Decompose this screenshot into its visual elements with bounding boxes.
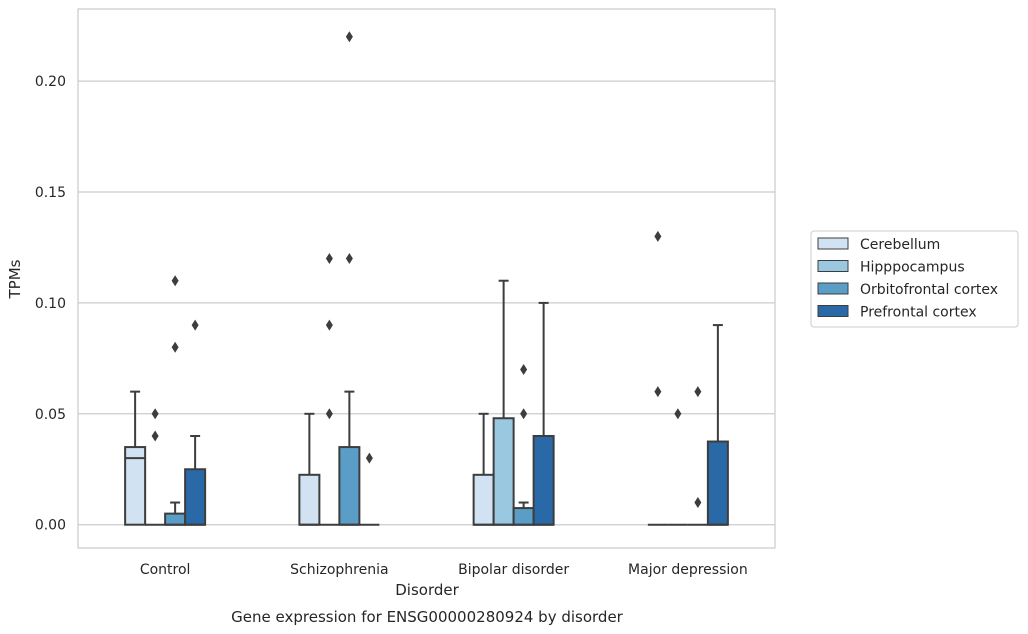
outlier-point	[674, 408, 682, 420]
box	[298, 473, 321, 526]
outlier-point	[694, 386, 702, 398]
box-prefrontal-cortex	[184, 319, 207, 526]
outlier-point	[520, 363, 528, 375]
box-hipppocampus	[145, 408, 166, 526]
box	[338, 446, 361, 526]
y-tick-labels: 0.00 0.05 0.10 0.15 0.20	[35, 74, 66, 534]
box	[164, 512, 187, 526]
y-axis-label: TPMs	[6, 259, 24, 299]
box-prefrontal-cortex	[359, 452, 380, 526]
legend-swatch	[817, 237, 849, 250]
legend-label: Orbitofrontal cortex	[860, 282, 998, 298]
outlier-point	[171, 341, 179, 353]
outlier-point	[694, 497, 702, 509]
box	[124, 446, 147, 526]
box-orbitofrontal-cortex	[512, 363, 535, 526]
y-tick-label: 0.20	[35, 74, 66, 90]
box-hipppocampus	[319, 253, 340, 526]
outlier-point	[151, 408, 159, 420]
y-tick-label: 0.15	[35, 185, 66, 201]
legend-swatch	[817, 305, 849, 317]
outlier-point	[345, 253, 353, 265]
x-tick-label: Control	[140, 562, 191, 578]
outlier-point	[654, 230, 662, 242]
outlier-point	[151, 430, 159, 442]
outlier-point	[365, 452, 373, 464]
outlier-point	[325, 408, 333, 420]
legend-label: Hipppocampus	[860, 260, 965, 276]
box-prefrontal-cortex	[706, 324, 729, 526]
legend-label: Prefrontal cortex	[860, 305, 977, 321]
box-cerebellum	[647, 230, 668, 526]
grid-lines	[78, 80, 775, 526]
outlier-point	[325, 319, 333, 331]
box-orbitofrontal-cortex	[338, 31, 361, 526]
x-tick-label: Schizophrenia	[290, 562, 388, 578]
outlier-point	[171, 275, 179, 287]
box	[472, 473, 495, 526]
y-tick-label: 0.00	[35, 518, 66, 534]
outlier-point	[325, 253, 333, 265]
box	[184, 468, 207, 526]
box-orbitofrontal-cortex	[687, 386, 708, 526]
box	[706, 440, 729, 526]
box-hipppocampus	[667, 408, 688, 526]
box-cerebellum	[124, 390, 147, 526]
box-orbitofrontal-cortex	[164, 275, 187, 526]
plot-frame	[77, 8, 776, 549]
box	[532, 434, 555, 526]
y-tick-label: 0.05	[35, 407, 66, 423]
plot-boxes	[124, 31, 729, 526]
box-prefrontal-cortex	[532, 301, 555, 526]
legend-swatch	[817, 260, 849, 272]
x-tick-label: Major depression	[628, 562, 748, 578]
x-tick-label: Bipolar disorder	[458, 562, 569, 578]
x-axis-label: Disorder	[395, 581, 459, 599]
y-tick-label: 0.10	[35, 296, 66, 312]
box-cerebellum	[298, 412, 321, 526]
legend: Cerebellum Hipppocampus Orbitofrontal cort…	[810, 230, 1019, 328]
legend-swatch	[817, 282, 849, 295]
outlier-point	[191, 319, 199, 331]
x-tick-labels: Control Schizophrenia Bipolar disorder Majo…	[140, 562, 748, 578]
legend-frame	[810, 230, 1019, 328]
outlier-point	[345, 31, 353, 43]
chart-caption: Gene expression for ENSG00000280924 by d…	[231, 608, 624, 626]
legend-label: Cerebellum	[860, 237, 940, 253]
outlier-point	[654, 386, 662, 398]
box-cerebellum	[472, 412, 495, 526]
box	[512, 507, 535, 526]
box	[492, 417, 515, 526]
outlier-point	[520, 408, 528, 420]
box-hipppocampus	[492, 279, 515, 526]
